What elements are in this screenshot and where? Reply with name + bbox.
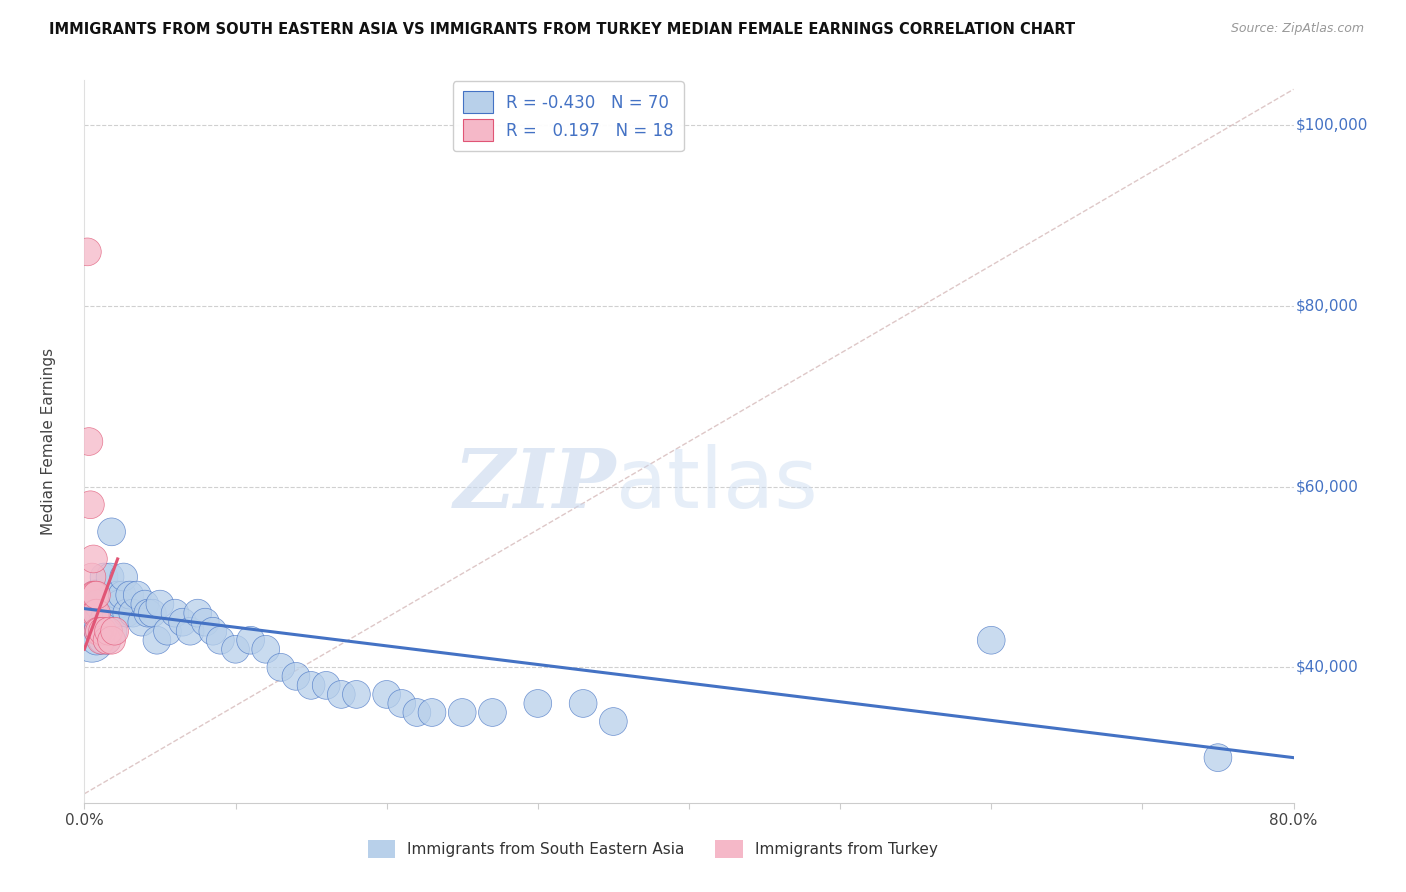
Point (79, 498, 101, 512)
Point (76, 244, 98, 259)
Point (101, 624, 124, 639)
Text: $80,000: $80,000 (1296, 299, 1358, 314)
Point (94, 606, 117, 620)
Point (156, 624, 179, 639)
Point (187, 606, 209, 620)
Point (194, 615, 217, 630)
Point (98, 570, 121, 584)
Point (346, 687, 368, 701)
Point (84, 606, 107, 620)
Point (111, 588, 134, 602)
Point (141, 606, 163, 620)
Text: $40,000: $40,000 (1296, 660, 1358, 675)
Point (136, 606, 159, 620)
Point (481, 706, 503, 720)
Point (602, 714, 624, 729)
Point (89, 624, 111, 639)
Point (330, 687, 353, 701)
Point (87, 624, 110, 639)
Point (100, 606, 122, 620)
Point (149, 597, 172, 611)
Point (89, 615, 111, 630)
Point (239, 633, 262, 648)
Point (91, 633, 114, 648)
Point (91, 624, 114, 639)
Text: ZIP: ZIP (454, 445, 616, 524)
Text: $100,000: $100,000 (1296, 118, 1368, 133)
Point (82, 624, 104, 639)
Point (90, 624, 112, 639)
Text: Source: ZipAtlas.com: Source: ZipAtlas.com (1230, 22, 1364, 36)
Point (134, 597, 156, 611)
Point (115, 606, 138, 620)
Point (82, 552, 104, 566)
Point (127, 588, 149, 602)
Point (270, 660, 292, 674)
Point (89, 606, 111, 620)
Point (527, 697, 550, 711)
Point (121, 606, 143, 620)
Point (80, 633, 103, 648)
Point (86, 588, 108, 602)
Point (86, 597, 108, 611)
Point (112, 570, 135, 584)
Point (131, 615, 153, 630)
Point (209, 633, 232, 648)
Point (146, 633, 169, 648)
Point (108, 597, 131, 611)
Point (420, 706, 443, 720)
Point (254, 642, 277, 657)
Point (406, 706, 429, 720)
Point (172, 615, 194, 630)
Point (315, 678, 337, 692)
Point (97, 624, 120, 639)
Point (451, 706, 474, 720)
Point (100, 633, 122, 648)
Legend: Immigrants from South Eastern Asia, Immigrants from Turkey: Immigrants from South Eastern Asia, Immi… (361, 834, 943, 863)
Point (84, 588, 107, 602)
Point (87, 624, 110, 639)
Point (572, 697, 595, 711)
Point (165, 606, 187, 620)
Point (97, 624, 120, 639)
Point (1206, 750, 1229, 764)
Point (104, 597, 127, 611)
Point (89, 597, 111, 611)
Point (375, 687, 398, 701)
Point (118, 588, 141, 602)
Point (90, 633, 112, 648)
Point (84, 615, 107, 630)
Text: IMMIGRANTS FROM SOUTH EASTERN ASIA VS IMMIGRANTS FROM TURKEY MEDIAN FEMALE EARNI: IMMIGRANTS FROM SOUTH EASTERN ASIA VS IM… (49, 22, 1076, 37)
Point (104, 624, 127, 639)
Point (80, 570, 103, 584)
Text: $60,000: $60,000 (1296, 479, 1358, 494)
Point (91, 615, 114, 630)
Point (87, 606, 110, 620)
Point (86, 588, 108, 602)
Point (86, 633, 108, 648)
Point (93, 570, 115, 584)
Point (96, 615, 118, 630)
Text: Median Female Earnings: Median Female Earnings (41, 348, 56, 535)
Point (285, 669, 308, 683)
Point (201, 624, 224, 639)
Point (96, 633, 118, 648)
Point (105, 606, 128, 620)
Point (89, 624, 111, 639)
Point (391, 697, 413, 711)
Point (96, 633, 118, 648)
Point (82, 588, 104, 602)
Text: atlas: atlas (616, 444, 818, 525)
Point (93, 624, 115, 639)
Point (86, 606, 108, 620)
Point (100, 524, 122, 539)
Point (77, 434, 100, 449)
Point (82, 606, 104, 620)
Point (179, 624, 201, 639)
Point (299, 678, 322, 692)
Point (980, 633, 1002, 648)
Point (225, 642, 247, 657)
Point (107, 588, 129, 602)
